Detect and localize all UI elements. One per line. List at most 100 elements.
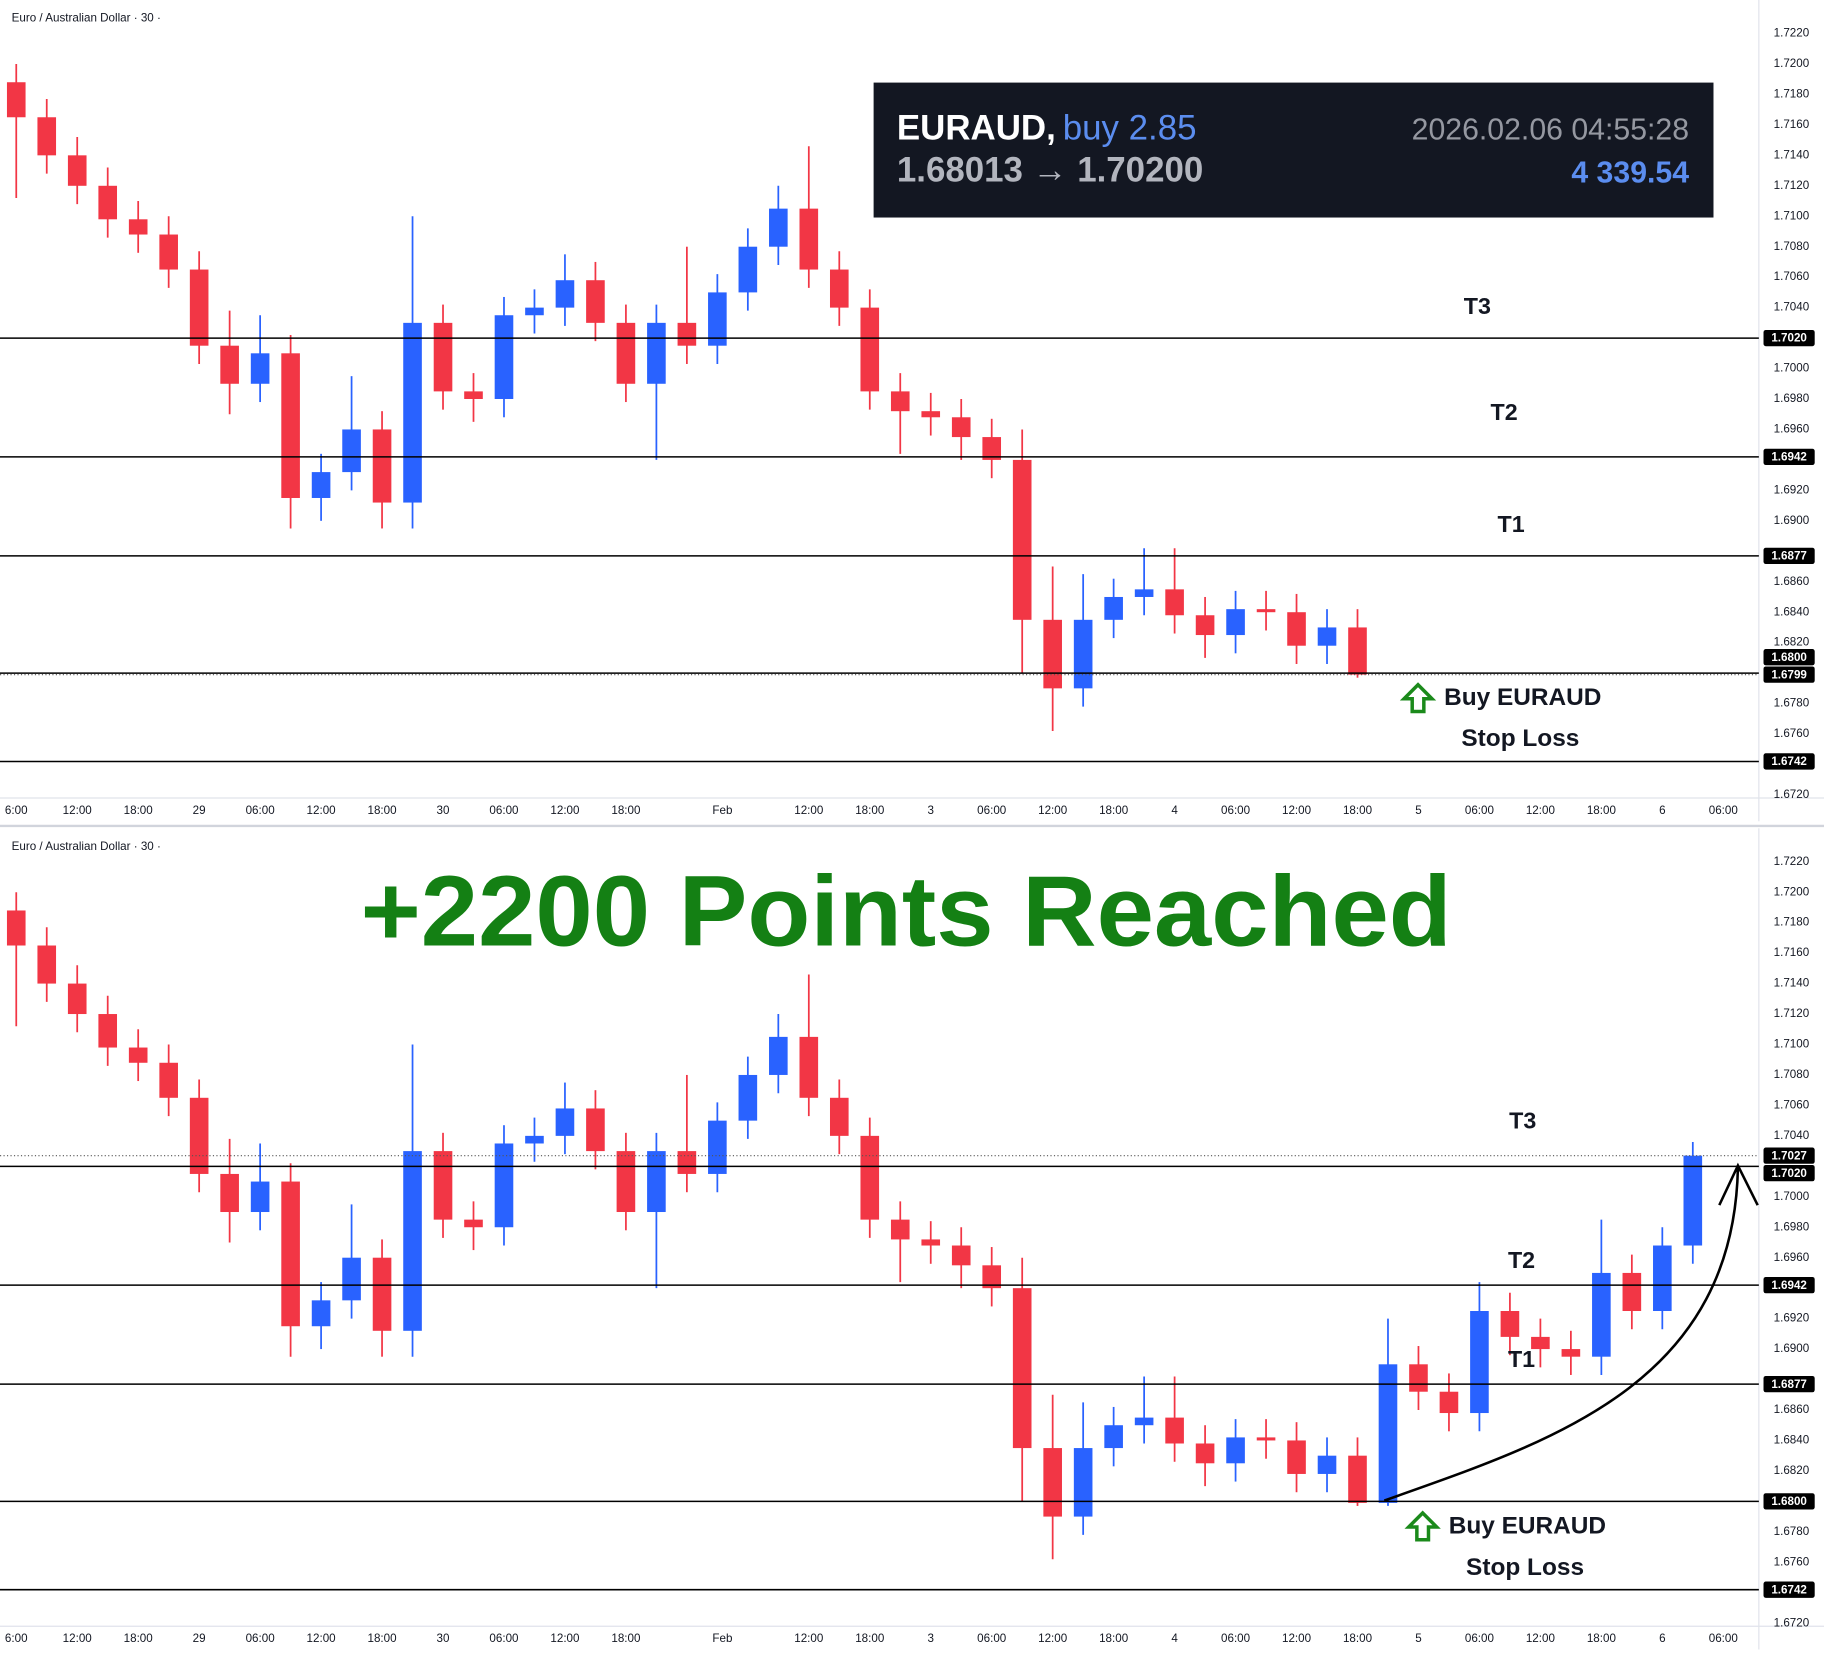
level-price-label: 1.7020 — [1771, 332, 1807, 345]
x-tick-label: 06:00 — [1465, 1632, 1495, 1645]
x-tick-label: 18:00 — [124, 1632, 154, 1645]
candle-body — [769, 1036, 788, 1075]
candle-body — [769, 208, 788, 247]
price-label-box — [1763, 1581, 1815, 1598]
candle-body — [220, 345, 239, 384]
candle-body — [281, 353, 300, 498]
x-tick-label: 29 — [193, 1632, 206, 1645]
candle-body — [860, 1135, 880, 1220]
y-tick-label: 1.7140 — [1774, 977, 1810, 990]
info-time: 2026.02.06 04:55:28 — [1412, 113, 1689, 146]
y-tick-label: 1.7100 — [1774, 1038, 1810, 1051]
candle-body — [6, 910, 26, 946]
y-tick-label: 1.7120 — [1774, 179, 1810, 192]
y-tick-label: 1.7060 — [1774, 270, 1810, 283]
projection-curve — [1383, 1167, 1740, 1502]
x-tick-label: 06:00 — [489, 804, 519, 817]
candle-body — [1348, 1455, 1367, 1503]
y-tick-label: 1.7160 — [1774, 118, 1810, 131]
y-tick-label: 1.6760 — [1774, 1555, 1810, 1568]
x-tick-label: 29 — [193, 804, 206, 817]
x-tick-label: 12:00 — [1038, 1632, 1068, 1645]
x-tick-label: 30 — [437, 804, 450, 817]
candle-body — [1531, 1336, 1550, 1350]
level-price-label: 1.6877 — [1771, 550, 1807, 563]
x-tick-label: 3 — [928, 804, 934, 817]
level-name: T3 — [1464, 293, 1491, 319]
x-tick-label: 6:00 — [5, 804, 28, 817]
x-tick-label: 12:00 — [1282, 1632, 1312, 1645]
candle-body — [433, 322, 453, 392]
candle-body — [1195, 615, 1215, 636]
candle-body — [433, 1151, 453, 1220]
level-name: T2 — [1508, 1247, 1535, 1273]
x-tick-label: 18:00 — [1343, 1632, 1373, 1645]
level-name: Stop Loss — [1461, 725, 1579, 752]
candle-body — [1256, 1437, 1276, 1441]
candle-body — [708, 1120, 727, 1174]
candle-body — [494, 1143, 514, 1228]
x-tick-label: 3 — [928, 1632, 934, 1645]
candle-body — [1256, 609, 1276, 613]
level-price-label: 1.6942 — [1771, 1279, 1807, 1292]
x-tick-label: 12:00 — [1526, 804, 1556, 817]
candle-body — [738, 1074, 758, 1121]
level-price-label: 1.6877 — [1771, 1378, 1807, 1391]
candle-body — [189, 1097, 209, 1174]
x-tick-label: 4 — [1171, 1632, 1178, 1645]
last-price-label: 1.7027 — [1771, 1149, 1807, 1162]
candle-body — [6, 82, 26, 118]
candle-body — [67, 983, 87, 1015]
y-tick-label: 1.6720 — [1774, 788, 1810, 801]
chart-title: Euro / Australian Dollar · 30 · — [12, 840, 161, 853]
candle-body — [829, 1097, 849, 1136]
candle-body — [1226, 1437, 1245, 1464]
candle-body — [1226, 609, 1245, 636]
candle-body — [1134, 1417, 1154, 1426]
candle-body — [128, 219, 148, 235]
x-tick-label: Feb — [712, 804, 732, 817]
candle-body — [921, 1239, 941, 1246]
y-tick-label: 1.7080 — [1774, 240, 1810, 253]
candle-body — [1317, 627, 1337, 646]
y-tick-label: 1.6980 — [1774, 392, 1810, 405]
price-label-box — [1763, 1147, 1815, 1164]
x-tick-label: 4 — [1171, 804, 1178, 817]
x-tick-label: 18:00 — [1099, 1632, 1129, 1645]
candle-body — [921, 411, 941, 418]
price-label-box — [1763, 1276, 1815, 1294]
x-tick-label: 5 — [1415, 1632, 1421, 1645]
x-tick-label: 18:00 — [368, 1632, 398, 1645]
y-tick-label: 1.6920 — [1774, 1312, 1810, 1325]
candle-body — [464, 1219, 483, 1228]
candle-body — [1104, 596, 1123, 620]
candle-body — [128, 1047, 148, 1063]
y-tick-label: 1.7160 — [1774, 946, 1810, 959]
candle-body — [1592, 1272, 1611, 1357]
y-tick-label: 1.7040 — [1774, 301, 1810, 314]
price-label-box — [1763, 329, 1815, 347]
level-price-label: 1.7020 — [1771, 1167, 1807, 1180]
candle-body — [890, 391, 910, 412]
buy-arrow-icon — [1399, 682, 1437, 714]
candle-body — [37, 945, 57, 984]
candle-body — [1653, 1245, 1672, 1312]
x-tick-label: 06:00 — [1465, 804, 1495, 817]
y-tick-label: 1.6980 — [1774, 1220, 1810, 1233]
candle-body — [342, 1257, 361, 1301]
candle-body — [586, 1108, 605, 1152]
x-tick-label: 12:00 — [1038, 804, 1068, 817]
y-tick-label: 1.7200 — [1774, 885, 1810, 898]
candle-body — [159, 234, 178, 270]
candle-body — [464, 391, 483, 399]
info-profit: 4 339.54 — [1571, 156, 1689, 189]
candle-body — [1470, 1311, 1489, 1414]
candle-body — [1348, 627, 1367, 675]
candle-body — [494, 315, 514, 399]
y-tick-label: 1.7060 — [1774, 1098, 1810, 1111]
level-price-label: 1.6800 — [1771, 1495, 1807, 1508]
y-tick-label: 1.7000 — [1774, 362, 1810, 375]
candle-body — [311, 472, 331, 498]
x-tick-label: 12:00 — [794, 1632, 824, 1645]
